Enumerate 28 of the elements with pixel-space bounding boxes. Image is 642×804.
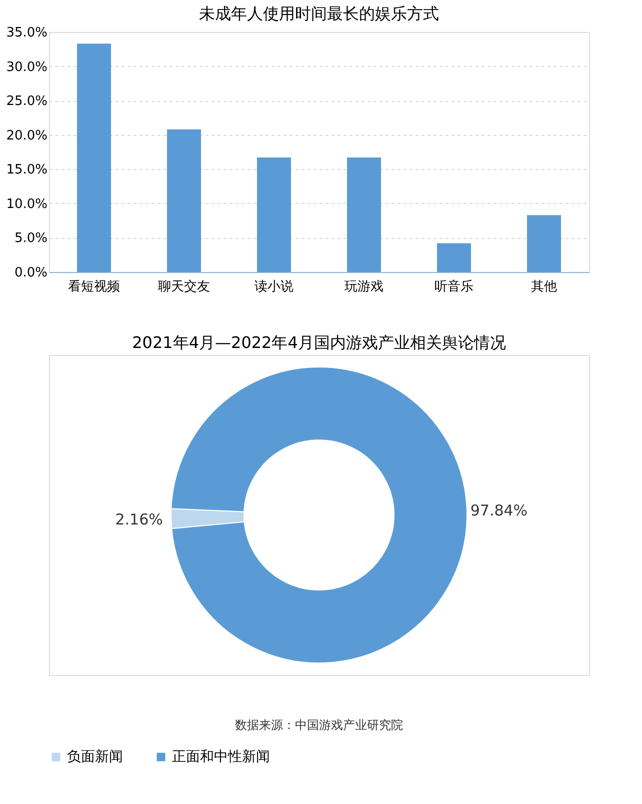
chart-title: 2021年4月—2022年4月国内游戏产业相关舆论情况: [132, 333, 506, 352]
x-tick-label: 听音乐: [434, 280, 474, 294]
y-tick-label: 5.0%: [14, 231, 48, 246]
bar: [167, 129, 201, 272]
y-tick-label: 20.0%: [6, 128, 48, 144]
legend-label: 正面和中性新闻: [172, 749, 270, 765]
x-tick-label: 玩游戏: [344, 280, 384, 294]
source-note: 数据来源：中国游戏产业研究院: [235, 718, 403, 732]
x-tick-label: 读小说: [254, 280, 294, 294]
data-label: 97.84%: [470, 502, 528, 520]
data-label: 2.16%: [115, 510, 163, 528]
legend-label: 负面新闻: [67, 749, 123, 765]
x-tick-label: 看短视频: [68, 280, 120, 294]
bar: [257, 157, 291, 272]
y-tick-label: 0.0%: [14, 266, 48, 280]
bar: [527, 215, 561, 272]
y-tick-label: 15.0%: [6, 162, 48, 178]
x-tick-label: 聊天交友: [158, 278, 210, 294]
x-tick-label: 其他: [531, 280, 557, 294]
chart-title: 未成年人使用时间最长的娱乐方式: [199, 4, 439, 23]
donut-slice: [170, 366, 468, 664]
y-tick-label: 35.0%: [6, 26, 48, 40]
bar: [77, 44, 111, 272]
bar: [347, 157, 381, 272]
bar: [437, 243, 471, 272]
y-tick-label: 10.0%: [6, 196, 48, 212]
y-tick-label: 30.0%: [6, 60, 48, 75]
y-tick-label: 25.0%: [6, 94, 48, 110]
